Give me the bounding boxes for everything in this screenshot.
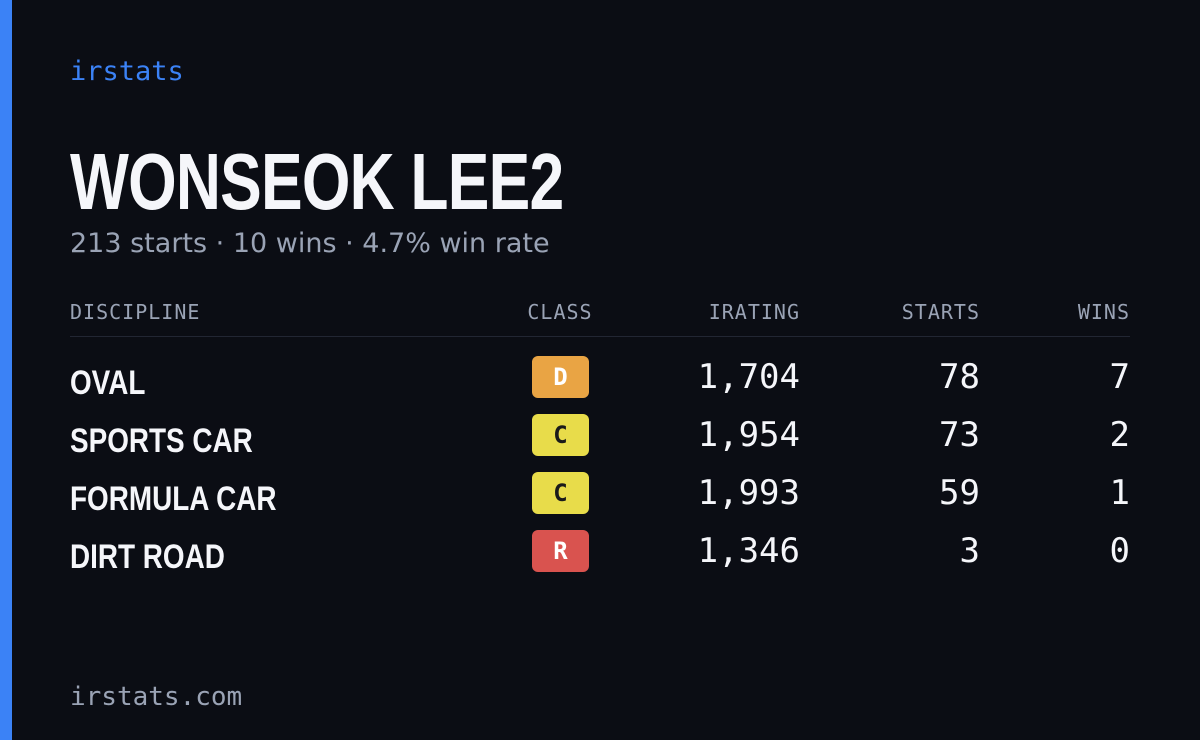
discipline: SPORTS CAR <box>70 422 253 460</box>
wins: 7 <box>1109 357 1130 397</box>
column-header: IRATING <box>708 300 800 324</box>
irating: 1,704 <box>697 357 800 397</box>
column-header: STARTS <box>901 300 980 324</box>
wins: 2 <box>1109 415 1130 455</box>
column-header: CLASS <box>527 300 593 324</box>
discipline: DIRT ROAD <box>70 538 225 576</box>
brand: irstats <box>70 56 184 87</box>
starts: 3 <box>959 531 980 571</box>
irating: 1,346 <box>697 531 800 571</box>
irating: 1,993 <box>697 473 800 513</box>
accent-bar <box>0 0 12 740</box>
discipline: OVAL <box>70 364 146 402</box>
class-badge: R <box>532 530 589 572</box>
irating: 1,954 <box>697 415 800 455</box>
starts: 59 <box>939 473 980 513</box>
starts: 78 <box>939 357 980 397</box>
starts: 73 <box>939 415 980 455</box>
column-header: WINS <box>1077 300 1130 324</box>
class-badge: C <box>532 414 589 456</box>
driver-summary: 213 starts · 10 wins · 4.7% win rate <box>70 228 550 259</box>
driver-name: WONSEOK LEE2 <box>70 137 564 226</box>
header-rule <box>70 336 1130 337</box>
wins: 1 <box>1109 473 1130 513</box>
wins: 0 <box>1109 531 1130 571</box>
class-badge: D <box>532 356 589 398</box>
column-header: DISCIPLINE <box>70 300 201 324</box>
footer-link: irstats.com <box>70 682 243 712</box>
class-badge: C <box>532 472 589 514</box>
discipline: FORMULA CAR <box>70 480 277 518</box>
